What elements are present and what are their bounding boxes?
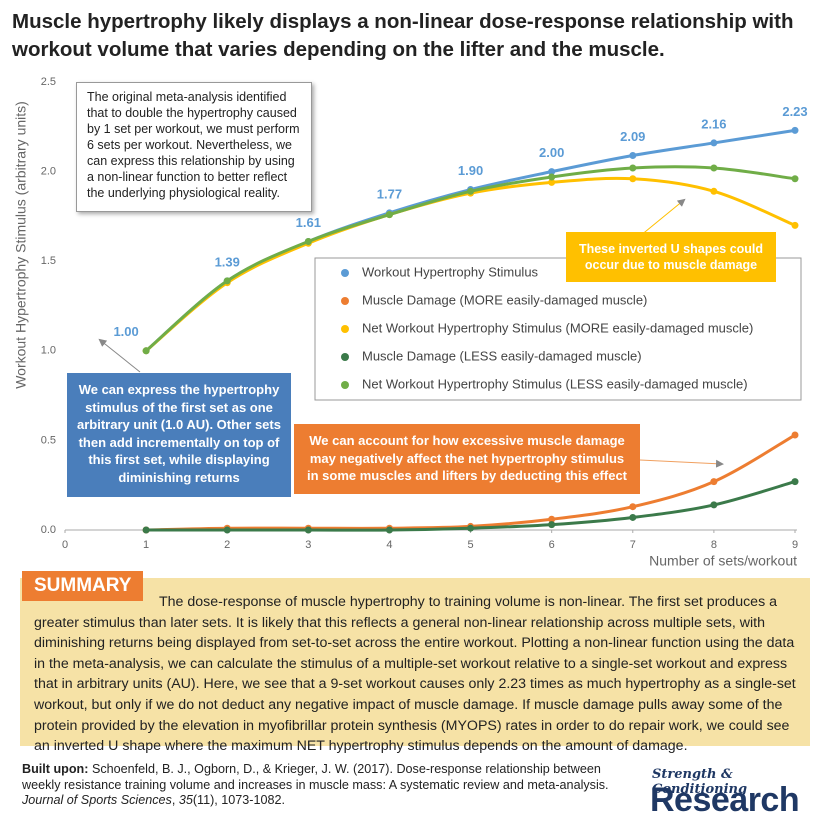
data-point (548, 521, 556, 529)
data-point (467, 187, 475, 195)
data-point (710, 501, 718, 509)
data-label: 1.61 (296, 215, 321, 230)
y-axis-label: Workout Hypertrophy Stimulus (arbitrary … (13, 101, 29, 389)
annotation: The original meta-analysis identified th… (76, 82, 312, 212)
x-tick-label: 3 (305, 539, 311, 551)
data-point (791, 126, 799, 134)
legend-marker (341, 297, 349, 305)
data-label: 1.00 (113, 324, 138, 339)
legend-marker (341, 269, 349, 277)
arrow (639, 198, 686, 237)
data-point (304, 526, 312, 534)
data-point (791, 221, 799, 229)
data-point (548, 178, 556, 186)
citation-label: Built upon: (22, 762, 89, 776)
legend-label: Net Workout Hypertrophy Stimulus (MORE e… (362, 320, 753, 335)
summary: The dose-response of muscle hypertrophy … (20, 578, 810, 754)
legend-marker (341, 325, 349, 333)
arrow (98, 338, 141, 373)
legend-marker (341, 353, 349, 361)
data-point (629, 513, 637, 521)
citation-sep: , (171, 793, 176, 807)
data-point (710, 139, 718, 147)
x-tick-label: 7 (630, 539, 636, 551)
data-point (548, 173, 556, 181)
logo: Research (650, 781, 800, 819)
data-label: 1.39 (215, 254, 240, 269)
data-label: 2.23 (782, 104, 807, 119)
data-point (304, 237, 312, 245)
y-tick-label: 0.5 (41, 434, 56, 446)
citation-journal: Journal of Sports Sciences (22, 793, 172, 807)
summary-heading: SUMMARY (22, 571, 144, 601)
data-point (791, 175, 799, 183)
x-tick-label: 9 (792, 539, 798, 551)
data-point (223, 277, 231, 285)
x-tick-label: 2 (224, 539, 230, 551)
x-tick-label: 4 (386, 539, 392, 551)
x-tick-label: 5 (467, 539, 473, 551)
data-point (629, 164, 637, 172)
arrow (639, 459, 724, 468)
y-tick-label: 2.5 (41, 76, 56, 88)
citation-volume: 35 (178, 793, 193, 807)
data-point (629, 151, 637, 159)
legend-label: Muscle Damage (LESS easily-damaged muscl… (362, 348, 642, 363)
data-point (142, 526, 150, 534)
data-point (710, 478, 718, 486)
data-point (548, 168, 556, 176)
citation-pages: (11), 1073-1082. (192, 793, 286, 807)
legend-label: Net Workout Hypertrophy Stimulus (LESS e… (362, 376, 748, 391)
data-point (385, 526, 393, 534)
legend-label: Muscle Damage (MORE easily-damaged muscl… (362, 292, 647, 307)
x-axis-label: Number of sets/workout (649, 553, 797, 569)
x-tick-label: 1 (143, 539, 149, 551)
data-point (710, 164, 718, 172)
data-point (385, 211, 393, 219)
data-point (791, 478, 799, 486)
annotation: We can account for how excessive muscle … (294, 424, 640, 494)
chart-title: Muscle hypertrophy likely displays a non… (12, 10, 794, 61)
data-point (629, 503, 637, 511)
x-tick-label: 0 (62, 539, 68, 551)
data-label: 2.00 (539, 145, 564, 160)
legend-label: Workout Hypertrophy Stimulus (362, 264, 539, 279)
data-point (142, 347, 150, 355)
data-point (467, 524, 475, 532)
logo-tagline: Strength & Conditioning (652, 767, 748, 797)
annotation: These inverted U shapes could occur due … (566, 232, 776, 282)
data-label: 2.16 (701, 116, 726, 131)
data-point (629, 175, 637, 183)
annotation: We can express the hypertrophy stimulus … (67, 373, 291, 497)
y-tick-label: 0.0 (41, 524, 56, 536)
x-tick-label: 8 (711, 539, 717, 551)
data-label: 1.77 (377, 186, 402, 201)
citation-authors: Schoenfeld, B. J., Ogborn, D., & Krieger… (22, 762, 609, 792)
legend-marker (341, 381, 349, 389)
data-point (548, 515, 556, 523)
data-label: 2.09 (620, 129, 645, 144)
data-point (223, 526, 231, 534)
y-tick-label: 1.0 (41, 345, 56, 357)
y-tick-label: 1.5 (41, 255, 56, 267)
data-point (710, 187, 718, 195)
y-tick-label: 2.0 (41, 166, 56, 178)
data-point (791, 431, 799, 439)
x-tick-label: 6 (549, 539, 555, 551)
data-label: 1.90 (458, 163, 483, 178)
citation: Built upon: Schoenfeld, B. J., Ogborn, D… (22, 762, 642, 809)
